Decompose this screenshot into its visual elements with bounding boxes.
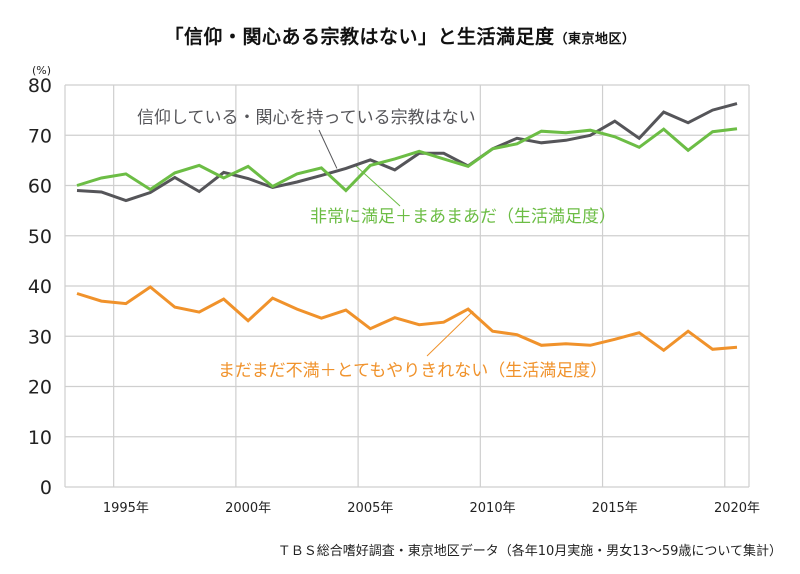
series-label-0: 信仰している・関心を持っている宗教はない [137,108,476,128]
source-note: ＴＢＳ総合嗜好調査・東京地区データ（各年10月実施・男女13〜59歳について集計… [277,544,782,559]
x-axis: 1995年 2000年 2005年 2010年 2015年 2020年 [103,501,760,516]
y-tick-label: 50 [28,226,52,248]
chart-title-sub: （東京地区） [554,32,636,47]
chart-title-main: 「信仰・関心ある宗教はない」と生活満足度 [164,26,555,48]
annotation-leader-2 [426,310,474,357]
annotation-leader-lines [318,129,474,357]
x-tick-label: 2000年 [225,501,271,516]
series-label-2: まだまだ不満＋とてもやりきれない（生活満足度） [218,361,607,381]
y-tick-label: 20 [28,377,52,399]
series-line-1 [76,127,738,193]
series-line-0 [76,102,738,203]
x-tick-label: 2010年 [470,501,516,516]
chart-title: 「信仰・関心ある宗教はない」と生活満足度（東京地区） [0,22,800,49]
y-tick-label: 10 [28,427,52,449]
y-axis-unit-label: (%) [32,64,51,77]
y-tick-label: 0 [40,477,52,499]
series-label-1: 非常に満足＋まあまあだ（生活満足度） [310,207,616,227]
x-tick-label: 1995年 [103,501,149,516]
x-tick-label: 2005年 [347,501,393,516]
grid-lines [64,84,750,488]
x-tick-label: 2020年 [714,501,760,516]
y-tick-label: 70 [28,125,52,147]
y-tick-label: 60 [28,176,52,198]
y-tick-label: 40 [28,276,52,298]
annotation-leader-0 [318,129,338,169]
series-lines [76,102,738,353]
series-line-2 [76,285,738,353]
y-axis: 0 10 20 30 40 50 60 70 80 [28,75,52,499]
y-tick-label: 30 [28,326,52,348]
x-tick-label: 2015年 [592,501,638,516]
y-tick-label: 80 [28,75,52,97]
